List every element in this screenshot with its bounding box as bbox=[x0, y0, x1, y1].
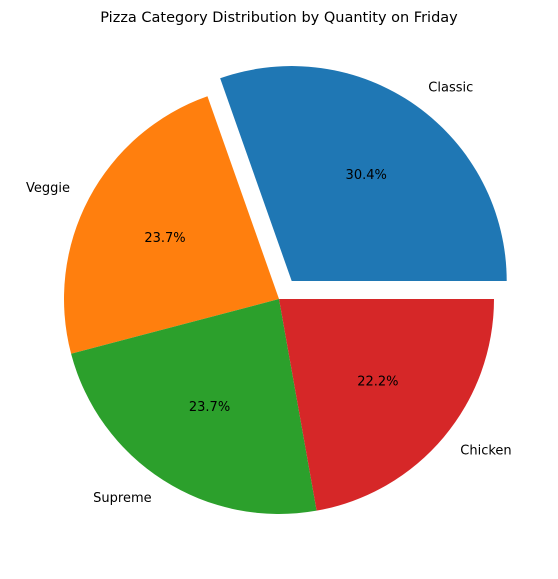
pie-percent-label-veggie: 23.7% bbox=[144, 231, 185, 246]
chart-title: Pizza Category Distribution by Quantity … bbox=[100, 10, 458, 26]
pie-category-label-chicken: Chicken bbox=[460, 443, 511, 458]
pie-percent-label-supreme: 23.7% bbox=[189, 400, 230, 415]
pie-category-label-supreme: Supreme bbox=[93, 491, 151, 506]
pie-labels: 30.4% Classic 23.7% Veggie 23.7% Supreme 22.2%… bbox=[26, 80, 512, 505]
pie-category-label-classic: Classic bbox=[428, 80, 473, 95]
pie-slices bbox=[63, 66, 507, 514]
pie-slice-veggie bbox=[63, 96, 279, 354]
pie-slice-classic bbox=[220, 66, 507, 282]
pie-percent-label-classic: 30.4% bbox=[346, 168, 387, 183]
pie-category-label-veggie: Veggie bbox=[26, 181, 70, 196]
pie-percent-label-chicken: 22.2% bbox=[357, 374, 398, 389]
pie-slice-chicken bbox=[279, 299, 494, 511]
pie-slice-supreme bbox=[71, 299, 317, 514]
